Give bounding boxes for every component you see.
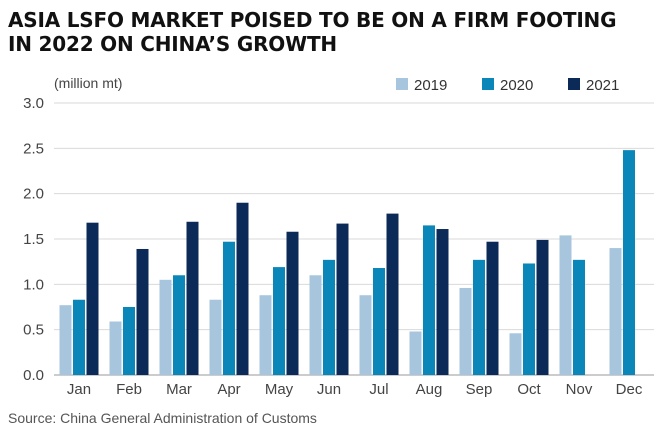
bar-2019-may [259, 295, 272, 375]
x-tick-label-jun: Jun [317, 381, 341, 398]
bar-2020-oct [523, 263, 535, 375]
legend-label-2019: 2019 [414, 77, 447, 94]
bar-2019-oct [509, 333, 522, 375]
legend-swatch-2020 [482, 78, 494, 90]
bar-2019-aug [409, 331, 422, 375]
x-tick-label-mar: Mar [166, 381, 192, 398]
bar-2019-nov [559, 235, 572, 375]
bar-2020-aug [423, 225, 435, 375]
bar-2020-nov [573, 259, 585, 375]
bar-2020-may [273, 267, 285, 375]
x-tick-label-nov: Nov [566, 381, 593, 398]
y-tick-label: 3.0 [23, 95, 44, 112]
legend-label-2020: 2020 [500, 77, 533, 94]
x-tick-label-apr: Apr [217, 381, 240, 398]
x-tick-label-dec: Dec [616, 381, 643, 398]
bar-2020-apr [223, 241, 235, 375]
bar-2021-apr [236, 202, 249, 375]
chart-title: ASIA LSFO MARKET POISED TO BE ON A FIRM … [8, 8, 648, 56]
x-tick-label-jan: Jan [67, 381, 91, 398]
bar-2019-sep [459, 287, 472, 375]
y-tick-label: 0.5 [23, 322, 44, 339]
legend-label-2021: 2021 [586, 77, 619, 94]
bar-2021-mar [186, 221, 199, 375]
x-tick-label-aug: Aug [416, 381, 443, 398]
y-tick-label: 1.0 [23, 276, 44, 293]
bar-2019-feb [109, 321, 122, 375]
y-tick-label: 1.5 [23, 231, 44, 248]
bar-2020-jun [323, 259, 335, 375]
y-tick-label: 2.5 [23, 140, 44, 157]
legend-swatch-2019 [396, 78, 408, 90]
source-note: Source: China General Administration of … [8, 410, 317, 426]
bar-2019-mar [159, 279, 172, 375]
bar-2020-jul [373, 268, 385, 375]
y-tick-label: 0.0 [23, 367, 44, 384]
x-tick-label-sep: Sep [466, 381, 493, 398]
y-axis-unit-label: (million mt) [54, 75, 122, 91]
y-tick-label: 2.0 [23, 186, 44, 203]
x-tick-label-feb: Feb [116, 381, 142, 398]
bar-2019-jul [359, 295, 372, 375]
axis-labels: 0.0 0.5 1.0 1.5 2.0 2.5 3.0 Jan Feb Mar Apr May Jun J… [23, 95, 643, 398]
bar-2021-feb [136, 248, 149, 375]
bar-2019-jun [309, 275, 322, 375]
bar-2019-apr [209, 299, 222, 375]
bar-2021-jan [86, 222, 99, 375]
x-tick-label-oct: Oct [517, 381, 541, 398]
bar-2021-jun [336, 223, 349, 375]
chart-title-line-1: ASIA LSFO MARKET POISED TO BE ON A FIRM … [8, 8, 617, 32]
bar-2021-oct [536, 239, 549, 375]
legend: 2019 2020 2021 [396, 77, 619, 94]
x-tick-label-jul: Jul [369, 381, 388, 398]
bar-2020-dec [623, 150, 635, 375]
bar-2019-dec [609, 248, 622, 375]
bar-2019-jan [59, 305, 72, 375]
bar-2021-jul [386, 213, 399, 375]
bar-2021-sep [486, 241, 499, 375]
chart-title-line-2: IN 2022 ON CHINA’S GROWTH [8, 32, 337, 56]
bar-2020-jan [73, 299, 85, 375]
legend-swatch-2021 [568, 78, 580, 90]
gridlines [54, 102, 654, 376]
bar-2021-aug [436, 229, 449, 375]
bar-2020-mar [173, 275, 185, 375]
x-tick-label-may: May [265, 381, 294, 398]
bars [59, 150, 635, 375]
bar-2021-may [286, 231, 299, 375]
bar-2020-sep [473, 259, 485, 375]
bar-2020-feb [123, 307, 135, 375]
